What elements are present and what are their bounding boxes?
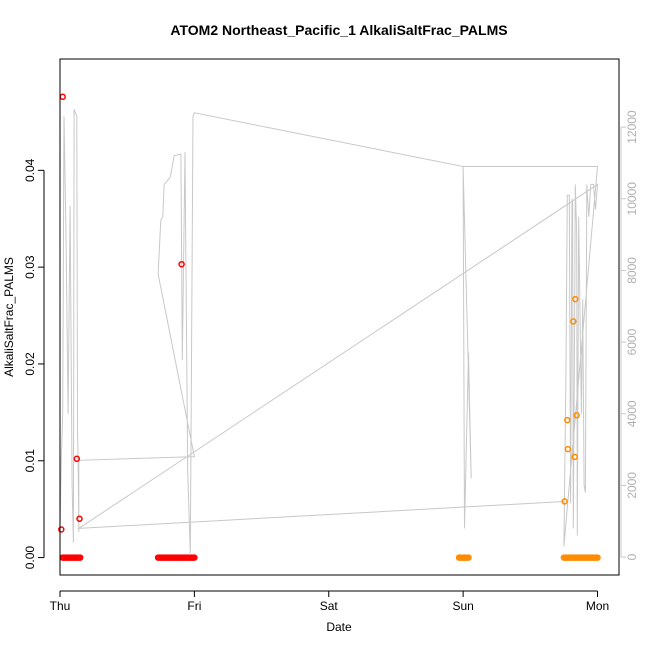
data-point-red xyxy=(76,554,84,561)
y-left-tick-label: 0.02 xyxy=(23,352,37,376)
y-right-tick-label: 8000 xyxy=(625,257,639,284)
data-points-layer xyxy=(58,93,601,561)
axes-layer: Thu Fri Sat Sun Mon 0.00 0.01 0.02 0.03 0.04 0 2000… xyxy=(23,110,639,613)
data-point-orange xyxy=(564,416,571,424)
x-axis-label: Date xyxy=(326,620,352,634)
y-left-tick-label: 0.04 xyxy=(23,158,37,182)
chart-title: ATOM2 Northeast_Pacific_1 AlkaliSaltFrac… xyxy=(170,22,507,38)
x-tick-label: Sun xyxy=(452,599,473,613)
x-tick-label: Thu xyxy=(50,599,71,613)
data-point-red xyxy=(191,554,198,561)
data-point-orange xyxy=(465,554,472,561)
data-point-orange xyxy=(594,554,601,561)
y-left-tick-label: 0.00 xyxy=(23,546,37,570)
data-point-orange xyxy=(564,445,572,453)
y-left-tick-label: 0.03 xyxy=(23,255,37,279)
data-point-orange xyxy=(561,498,568,505)
y-axis-label: AlkaliSaltFrac_PALMS xyxy=(2,257,16,377)
y-right-tick-label: 12000 xyxy=(625,110,639,144)
plot-frame xyxy=(59,58,620,576)
data-point-red xyxy=(58,526,65,533)
data-point-orange xyxy=(570,318,577,325)
data-point-red xyxy=(73,455,81,463)
y-right-tick-label: 0 xyxy=(625,553,639,560)
data-point-red xyxy=(59,93,66,101)
data-point-orange xyxy=(571,453,578,461)
altitude-line xyxy=(59,109,599,554)
x-tick-label: Sat xyxy=(320,599,339,613)
altitude-line-layer xyxy=(59,109,599,554)
x-tick-label: Mon xyxy=(586,599,609,613)
data-point-orange xyxy=(572,295,579,303)
y-right-tick-label: 4000 xyxy=(625,400,639,427)
y-right-tick-label: 6000 xyxy=(625,328,639,355)
x-tick-label: Fri xyxy=(187,599,201,613)
y-right-tick-label: 10000 xyxy=(625,182,639,216)
y-right-tick-label: 2000 xyxy=(625,472,639,499)
data-point-red xyxy=(76,515,83,523)
y-left-tick-label: 0.01 xyxy=(23,449,37,473)
data-point-red xyxy=(178,260,185,268)
data-point-orange xyxy=(573,412,580,419)
